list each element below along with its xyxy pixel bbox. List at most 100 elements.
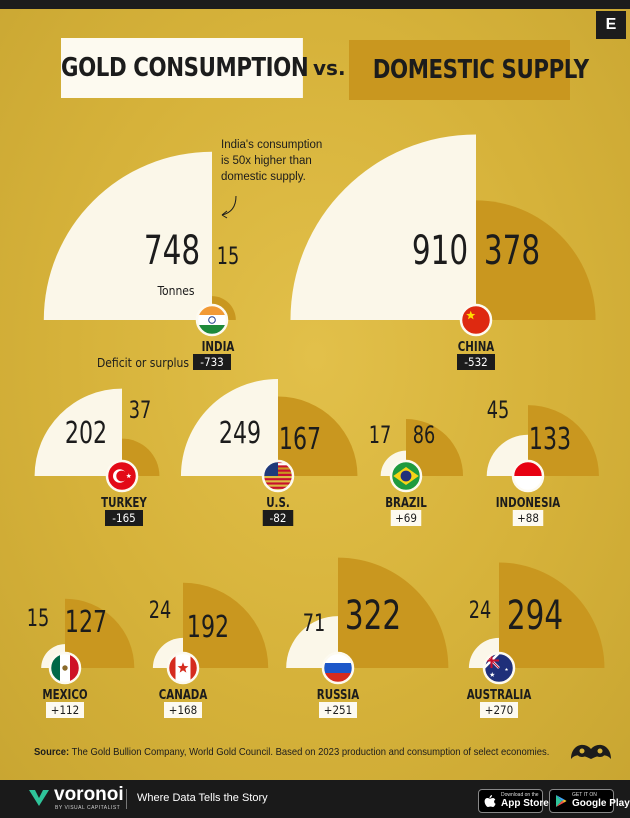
- consumption-value-mexico: 15: [27, 605, 50, 632]
- consumption-value-canada: 24: [149, 597, 172, 624]
- balance-box-russia: [319, 702, 357, 718]
- voronoi-brand: voronoi: [54, 784, 124, 805]
- google-play-icon: [556, 795, 567, 807]
- consumption-value-australia: 24: [469, 597, 492, 624]
- balance-box-canada: [164, 702, 202, 718]
- google-play-button[interactable]: GET IT ON Google Play: [549, 789, 630, 813]
- country-label-mexico: MEXICO: [42, 687, 87, 702]
- apple-icon: [484, 795, 496, 807]
- consumption-value-russia: 71: [303, 610, 326, 637]
- balance-value-australia: +270: [485, 703, 513, 717]
- consumption-value-china: 910: [412, 227, 468, 274]
- supply-quarter-mexico: [65, 598, 135, 668]
- footer-tagline: Where Data Tells the Story: [137, 792, 268, 804]
- india-annotation: India's consumption is 50x higher than dom…: [221, 139, 322, 183]
- chart-canvas: 748 15 INDIA-733 910 378 CHINA-532 202 37 TURKEY…: [27, 134, 605, 718]
- title-consumption-text: GOLD CONSUMPTION: [61, 53, 309, 83]
- supply-value-brazil: 86: [413, 422, 436, 449]
- supply-quarter-indonesia: [528, 405, 599, 476]
- india-annotation-line: India's consumption: [221, 139, 322, 151]
- source-text: The Gold Bullion Company, World Gold Cou…: [71, 746, 550, 758]
- country-label-australia: AUSTRALIA: [467, 687, 532, 702]
- flag-australia-icon: [482, 651, 516, 685]
- supply-value-china: 378: [484, 227, 540, 274]
- supply-value-australia: 294: [507, 592, 563, 639]
- flag-indonesia-icon: [511, 459, 545, 493]
- title-vs: vs.: [313, 56, 346, 80]
- supply-value-indonesia: 133: [529, 423, 571, 457]
- consumption-value-brazil: 17: [369, 422, 392, 449]
- source-note: Source: The Gold Bullion Company, World …: [34, 746, 549, 758]
- balance-value-us: -82: [270, 511, 287, 525]
- balance-value-india: -733: [200, 355, 223, 369]
- consumption-quarter-russia: [286, 616, 338, 668]
- supply-value-india: 15: [217, 243, 240, 270]
- consumption-quarter-india: [43, 151, 212, 320]
- supply-value-turkey: 37: [129, 397, 152, 424]
- supply-quarter-brazil: [406, 418, 464, 476]
- flag-china-icon: [459, 303, 493, 337]
- flag-canada-icon: [166, 651, 200, 685]
- balance-value-canada: +168: [169, 703, 197, 717]
- balance-value-china: -532: [464, 355, 487, 369]
- supply-value-mexico: 127: [65, 606, 107, 640]
- flag-brazil-icon: [389, 459, 423, 493]
- india-annotation-line: domestic supply.: [221, 171, 306, 183]
- flag-turkey-icon: [105, 459, 139, 493]
- supply-value-us: 167: [279, 423, 321, 457]
- balance-box-turkey: [105, 510, 143, 526]
- supply-value-canada: 192: [187, 611, 229, 645]
- title-supply: DOMESTIC SUPPLY: [349, 40, 589, 100]
- elements-badge: E: [596, 11, 626, 39]
- legend-deficit-label: Deficit or surplus: [97, 356, 189, 370]
- voronoi-logo-icon: [29, 790, 49, 806]
- app-store-label: App Store: [501, 798, 549, 809]
- balance-box-india: [193, 354, 231, 370]
- top-bar: [0, 0, 630, 9]
- footer-bar: voronoi BY VISUAL CAPITALIST Where Data …: [0, 780, 630, 818]
- balance-box-mexico: [46, 702, 84, 718]
- balance-box-brazil: [390, 510, 422, 526]
- country-label-china: CHINA: [458, 339, 495, 354]
- country-label-canada: CANADA: [159, 687, 208, 702]
- flag-india-icon: [195, 303, 229, 337]
- mascot-icon: [571, 744, 611, 759]
- flag-russia-icon: [321, 651, 355, 685]
- supply-quarter-russia: [338, 557, 449, 668]
- source-label: Source:: [34, 746, 70, 758]
- unit-label: Tonnes: [156, 284, 194, 298]
- supply-quarter-canada: [183, 582, 269, 668]
- supply-quarter-china: [476, 200, 596, 320]
- balance-value-russia: +251: [324, 703, 352, 717]
- app-store-small: Download on the: [501, 792, 539, 798]
- consumption-value-indonesia: 45: [487, 397, 510, 424]
- balance-box-indonesia: [512, 510, 544, 526]
- voronoi-sub: BY VISUAL CAPITALIST: [55, 805, 121, 811]
- balance-box-australia: [480, 702, 518, 718]
- flag-mexico-icon: [48, 651, 82, 685]
- google-play-label: Google Play: [572, 798, 630, 809]
- country-label-brazil: BRAZIL: [385, 495, 427, 510]
- country-label-us: U.S.: [266, 495, 290, 510]
- title-supply-text: DOMESTIC SUPPLY: [372, 55, 589, 85]
- country-label-turkey: TURKEY: [101, 495, 148, 510]
- consumption-value-turkey: 202: [65, 417, 107, 451]
- balance-value-mexico: +112: [51, 703, 79, 717]
- footer-divider: [126, 789, 127, 809]
- app-store-button[interactable]: Download on the App Store: [478, 789, 549, 813]
- consumption-quarter-turkey: [34, 388, 123, 476]
- balance-value-indonesia: +88: [517, 511, 539, 525]
- supply-quarter-australia: [499, 562, 605, 668]
- annotation-arrow: [221, 195, 237, 216]
- annotation-arrowhead: [221, 210, 228, 219]
- consumption-quarter-china: [290, 134, 476, 320]
- google-play-small: GET IT ON: [572, 792, 597, 798]
- consumption-value-india: 748: [144, 227, 200, 274]
- consumption-quarter-us: [180, 378, 278, 476]
- balance-value-brazil: +69: [395, 511, 417, 525]
- supply-value-russia: 322: [345, 592, 401, 639]
- country-label-russia: RUSSIA: [317, 687, 360, 702]
- supply-quarter-us: [278, 396, 358, 476]
- country-label-indonesia: INDONESIA: [496, 495, 561, 510]
- balance-box-us: [262, 510, 294, 526]
